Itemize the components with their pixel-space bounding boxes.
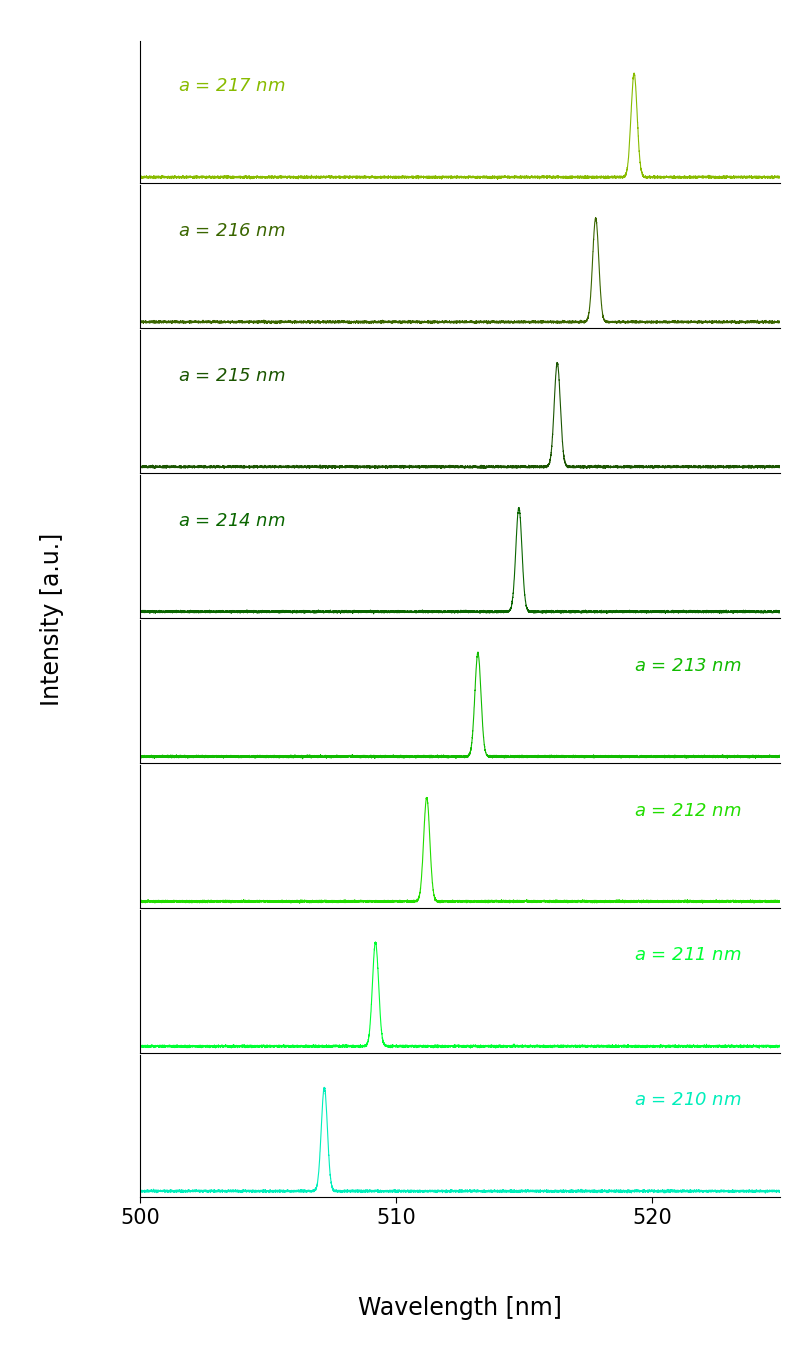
Text: $a$ = 214 nm: $a$ = 214 nm xyxy=(178,511,286,530)
Text: $a$ = 215 nm: $a$ = 215 nm xyxy=(178,367,286,386)
Text: $a$ = 213 nm: $a$ = 213 nm xyxy=(634,656,742,675)
Text: $a$ = 211 nm: $a$ = 211 nm xyxy=(634,947,742,965)
Text: Intensity [a.u.]: Intensity [a.u.] xyxy=(40,532,64,706)
Text: $a$ = 210 nm: $a$ = 210 nm xyxy=(634,1092,742,1109)
Text: Wavelength [nm]: Wavelength [nm] xyxy=(358,1296,562,1321)
Text: $a$ = 217 nm: $a$ = 217 nm xyxy=(178,77,286,95)
Text: $a$ = 216 nm: $a$ = 216 nm xyxy=(178,222,286,239)
Text: $a$ = 212 nm: $a$ = 212 nm xyxy=(634,801,742,820)
